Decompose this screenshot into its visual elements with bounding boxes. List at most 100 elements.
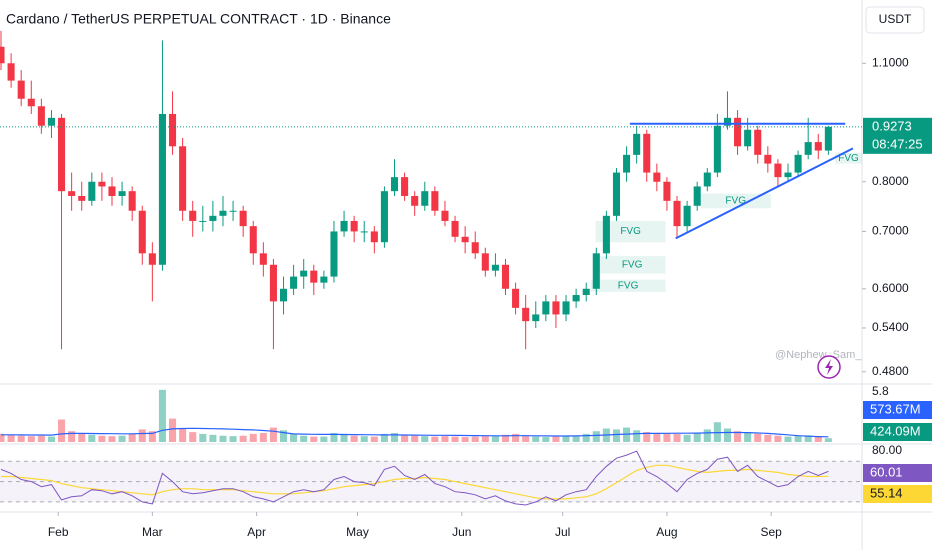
volume-bar (673, 433, 681, 442)
candle-body (421, 191, 429, 206)
volume-bar (229, 436, 237, 442)
candle-body (169, 113, 177, 147)
volume-bar (209, 434, 217, 442)
candle-body (512, 288, 520, 308)
candle-body (552, 301, 560, 315)
volume-bar (189, 432, 197, 442)
volume-bar (653, 433, 661, 442)
candle-body (602, 215, 610, 254)
volume-bar (360, 436, 368, 442)
candle-body (663, 181, 671, 201)
volume-bar (612, 429, 621, 442)
rsi-ma-line (1, 464, 829, 500)
candle-body (471, 242, 479, 254)
volume-bar (824, 438, 832, 442)
candle-body (794, 154, 802, 173)
rsi-value-box (863, 464, 932, 482)
candle-body (411, 195, 419, 206)
volume-bar (764, 434, 772, 442)
candle-body (582, 288, 590, 296)
candle-body (47, 117, 55, 126)
volume-bar (310, 436, 318, 442)
currency-button[interactable] (865, 6, 925, 34)
fvg-label: FVG (725, 196, 746, 207)
candle-body (320, 276, 328, 283)
candle-body (824, 126, 832, 151)
candle-body (481, 253, 489, 271)
candle-body (522, 307, 530, 322)
volume-bar (128, 433, 136, 442)
candle-body (249, 226, 257, 254)
volume-bar (421, 436, 429, 442)
candle-body (88, 181, 96, 201)
volume-bar (17, 435, 25, 442)
volume-bar (370, 436, 378, 442)
volume-bar (794, 435, 802, 442)
volume-bar (693, 433, 701, 442)
volume-bar (259, 433, 267, 442)
candle-body (68, 191, 76, 196)
candle-body (78, 195, 86, 201)
currency[interactable]: USDT (879, 12, 912, 26)
candle-body (723, 117, 732, 126)
volume-bar (320, 436, 328, 442)
chart-title: Cardano / TetherUS PERPETUAL CONTRACT · … (6, 11, 391, 27)
candle-body (592, 253, 600, 289)
x-tick-label: May (346, 525, 369, 539)
x-tick-label: Jul (555, 525, 570, 539)
volume-bar (219, 435, 227, 442)
candle-body (259, 253, 267, 265)
y-tick-label: 0.6000 (872, 281, 909, 295)
fvg-box (700, 193, 771, 209)
watermark: @Nephew_Sam_ (775, 349, 862, 361)
volume-bar (27, 436, 35, 442)
x-tick-label: Apr (247, 525, 266, 539)
rsi-ma-value-box (863, 485, 932, 503)
volume-bar (441, 436, 449, 442)
volume-bar (158, 389, 166, 442)
rsi-ma-value: 55.14 (870, 485, 903, 500)
volume-bar (78, 433, 86, 442)
candle-body (461, 236, 469, 243)
candle-body (128, 191, 136, 211)
volume-bar (774, 435, 782, 442)
candle-body (7, 63, 15, 81)
volume-bar (804, 435, 812, 442)
candle-body (380, 191, 388, 243)
volume-bar (249, 433, 257, 442)
candle-body (27, 98, 35, 107)
volume-bar (592, 431, 600, 442)
candle-body (693, 186, 701, 206)
x-tick-label: Aug (656, 525, 677, 539)
volume-bar (330, 433, 338, 442)
candle-body (219, 210, 227, 216)
candle-body (633, 133, 641, 155)
rsi-line (0, 450, 829, 506)
candle-body (58, 117, 66, 192)
candle-body (814, 142, 822, 151)
candle-body (623, 154, 631, 173)
rsi-tick-label: 80.00 (872, 443, 902, 457)
x-tick-label: Jun (452, 525, 471, 539)
fvg-box (835, 152, 862, 164)
volume-bar (582, 433, 590, 442)
volume-bar (179, 428, 187, 442)
candle-body (108, 186, 116, 196)
candle-body (542, 301, 550, 315)
candle-body (612, 172, 621, 216)
candle-body (734, 117, 742, 147)
candle-body (310, 270, 318, 283)
volume-bar (461, 437, 469, 442)
volume-bar (522, 435, 530, 442)
fvg-label: FVG (622, 260, 643, 271)
candle-body (431, 191, 439, 211)
candle-body (37, 106, 45, 126)
candle-body (138, 210, 146, 254)
volume-bar (169, 418, 177, 442)
volume-ma-value-box (863, 401, 932, 419)
candle-body (643, 133, 651, 173)
volume-bar (723, 428, 732, 442)
volume-bar (340, 433, 348, 442)
volume-bar (390, 433, 399, 442)
